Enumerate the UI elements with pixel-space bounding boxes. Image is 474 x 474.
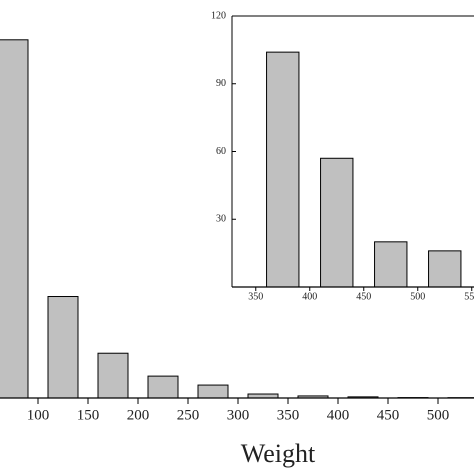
x-tick-label: 100	[27, 407, 50, 423]
bar	[374, 241, 408, 288]
bar	[0, 39, 29, 399]
x-axis-title: Weight	[241, 439, 316, 468]
x-tick-label: 450	[356, 291, 371, 302]
y-tick-label: 30	[216, 214, 226, 225]
bar	[47, 296, 79, 399]
x-tick-label: 200	[127, 407, 150, 423]
bar	[147, 375, 179, 399]
x-tick-label: 450	[377, 407, 400, 423]
y-tick-label: 120	[211, 10, 226, 21]
x-tick-label: 400	[302, 291, 317, 302]
bar	[197, 384, 229, 399]
bar	[97, 352, 129, 399]
x-tick-label: 350	[277, 407, 300, 423]
x-tick-label: 250	[177, 407, 200, 423]
x-tick-label: 500	[410, 291, 425, 302]
x-tick-label: 400	[327, 407, 350, 423]
x-tick-label: 500	[427, 407, 450, 423]
bar	[266, 51, 300, 288]
y-tick-label: 90	[216, 78, 226, 89]
bar	[320, 157, 354, 288]
x-tick-label: 150	[77, 407, 100, 423]
x-tick-label: 300	[227, 407, 250, 423]
bar	[428, 250, 462, 288]
x-tick-label: 350	[248, 291, 263, 302]
y-tick-label: 60	[216, 146, 226, 157]
x-tick-label: 550	[464, 291, 474, 302]
